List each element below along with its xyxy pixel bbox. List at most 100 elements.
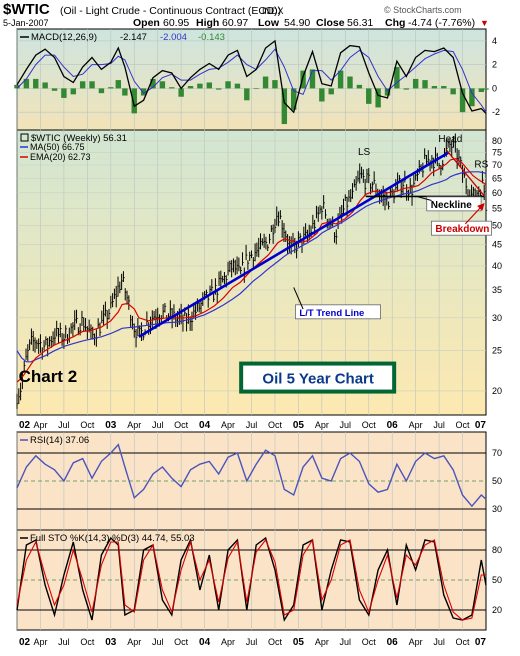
macd-histogram-bar xyxy=(89,81,95,89)
macd-histogram-bar xyxy=(42,82,48,89)
rsi-tick-label: 30 xyxy=(492,504,502,514)
macd-histogram-bar xyxy=(79,81,86,89)
price-tick-label: 35 xyxy=(492,285,502,295)
macd-histogram-bar xyxy=(441,86,447,89)
symbol-label: $WTIC xyxy=(3,1,50,18)
macd-histogram-bar xyxy=(291,88,297,110)
x-tick-label: Jul xyxy=(433,420,445,430)
price-tick-label: 45 xyxy=(492,240,502,250)
exchange-label: INDX xyxy=(262,6,284,16)
price-tick-label: 50 xyxy=(492,221,502,231)
x-tick-label: Apr xyxy=(221,637,235,647)
macd-histogram-bar xyxy=(450,88,456,95)
low-value: 54.90 xyxy=(284,17,310,29)
macd-histogram-bar xyxy=(51,88,58,91)
macd-legend: MACD(12,26,9) -2.147 -2.004 -0.143 xyxy=(20,32,225,43)
annotation-text: Breakdown xyxy=(435,224,489,235)
rsi-tick-label: 50 xyxy=(492,476,502,486)
macd-histogram-bar xyxy=(215,88,222,90)
x-tick-label: Jul xyxy=(340,637,352,647)
high-value: 60.97 xyxy=(222,17,248,29)
price-tick-label: 55 xyxy=(492,204,502,214)
x-tick-label: Apr xyxy=(409,420,423,430)
price-tick-label: 80 xyxy=(492,136,502,146)
x-tick-label: 03 xyxy=(105,420,117,431)
ema20-legend-label: EMA(20) 62.73 xyxy=(30,152,91,162)
macd-histogram-bar xyxy=(108,87,114,89)
x-tick-label: 06 xyxy=(387,637,399,648)
x-tick-label: 02 xyxy=(19,637,31,648)
macd-histogram-bar xyxy=(61,88,67,98)
annotation-breakdown: Breakdown xyxy=(431,220,493,236)
x-tick-label: Apr xyxy=(409,637,423,647)
chart-title-text: Oil 5 Year Chart xyxy=(262,371,373,388)
x-tick-label: Oct xyxy=(174,637,189,647)
chg-down-icon: ▼ xyxy=(480,18,489,28)
x-tick-label: Apr xyxy=(127,637,141,647)
macd-histogram-bar xyxy=(356,84,363,89)
rsi-legend: RSI(14) 37.06 xyxy=(20,435,89,446)
close-label: Close xyxy=(316,17,345,29)
macd-histogram-bar xyxy=(244,88,250,101)
x-tick-label: Apr xyxy=(315,420,329,430)
chart-title-box: Oil 5 Year Chart xyxy=(239,361,397,394)
price-legend-title: $WTIC (Weekly) 56.31 xyxy=(31,133,127,144)
x-tick-label: Apr xyxy=(33,420,47,430)
sto-line-1 xyxy=(16,538,486,621)
watermark: © StockCharts.com xyxy=(384,5,462,15)
macd-histogram-bar xyxy=(431,86,438,89)
shoulder-line xyxy=(446,149,485,197)
macd-histogram-bar xyxy=(469,88,475,107)
date-label: 5-Jan-2007 xyxy=(3,18,49,28)
description-label: (Oil - Light Crude - Continuous Contract… xyxy=(60,5,281,17)
x-tick-label: 05 xyxy=(293,637,305,648)
high-label: High xyxy=(196,17,219,29)
macd-line xyxy=(16,39,487,114)
macd-histogram-bar xyxy=(115,80,122,89)
price-tick-label: 60 xyxy=(492,188,502,198)
sto-tick-label: 20 xyxy=(492,605,502,615)
macd-histogram-bar xyxy=(98,88,105,94)
x-tick-label: 07 xyxy=(475,420,487,431)
macd-histogram-bar xyxy=(328,88,334,95)
macd-histogram-bar xyxy=(122,88,128,96)
price-legend: $WTIC (Weekly) 56.31 MA(50) 66.75 EMA(20… xyxy=(20,133,127,162)
macd-histogram-bar xyxy=(33,78,39,89)
macd-histogram-bar xyxy=(412,78,419,89)
price-tick-label: 75 xyxy=(492,148,502,158)
macd-histogram-bar xyxy=(272,80,278,89)
x-tick-label: Oct xyxy=(456,420,471,430)
rsi-legend-title: RSI(14) 37.06 xyxy=(30,435,89,446)
close-value: 56.31 xyxy=(347,17,373,29)
chg-value: -4.74 (-7.76%) xyxy=(408,17,475,29)
macd-histogram-bar xyxy=(206,82,212,89)
macd-signal-line xyxy=(16,48,487,113)
macd-histogram-bar xyxy=(234,83,241,89)
macd-histogram-bar xyxy=(394,67,400,89)
price-tick-label: 20 xyxy=(492,386,502,396)
x-tick-label: Oct xyxy=(80,637,95,647)
macd-tick-label: 4 xyxy=(492,36,497,46)
pattern-label: RS xyxy=(474,160,488,171)
annotation-text: L/T Trend Line xyxy=(299,308,364,319)
x-tick-label: Oct xyxy=(80,420,95,430)
macd-histogram-bar xyxy=(14,84,20,89)
macd-legend-name: MACD(12,26,9) xyxy=(31,32,97,43)
x-tick-label: 05 xyxy=(293,420,305,431)
rsi-line-0 xyxy=(16,443,487,508)
pattern-label: LS xyxy=(358,147,371,158)
price-tick-label: 70 xyxy=(492,160,502,170)
x-tick-label: Oct xyxy=(362,637,377,647)
macd-histogram-bar xyxy=(140,88,147,96)
x-tick-label: Oct xyxy=(174,420,189,430)
x-tick-label: 07 xyxy=(475,637,487,648)
annotation-text: Neckline xyxy=(431,200,473,211)
macd-histogram-bar xyxy=(262,76,269,89)
x-tick-label: Oct xyxy=(456,637,471,647)
x-tick-label: Oct xyxy=(362,420,377,430)
macd-histogram-bar xyxy=(483,88,489,90)
macd-histogram-bar xyxy=(169,87,175,89)
x-tick-label: Jul xyxy=(433,637,445,647)
macd-histogram-bar xyxy=(131,88,137,114)
